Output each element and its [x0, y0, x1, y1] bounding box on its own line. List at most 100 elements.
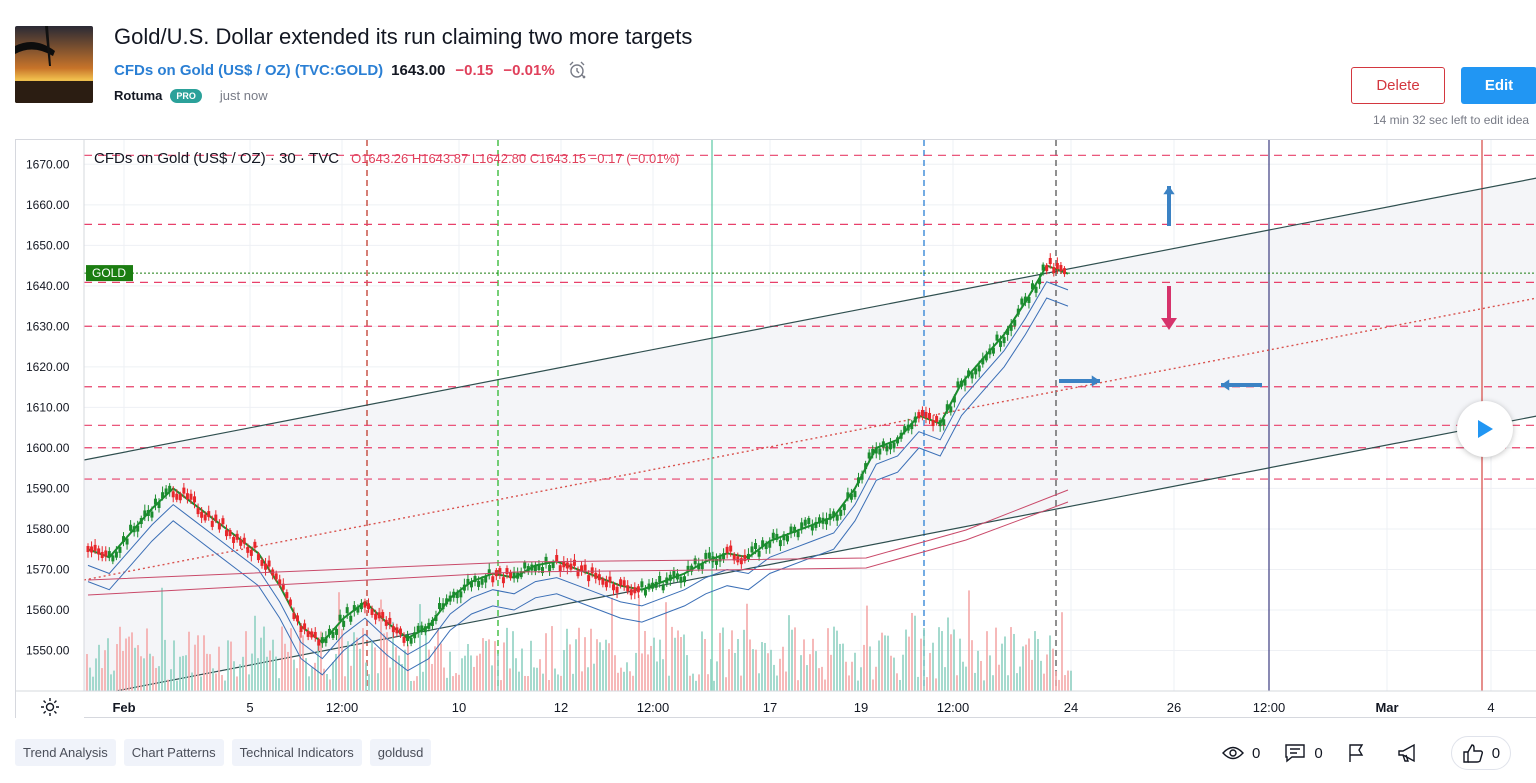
- volume-bar: [926, 677, 928, 691]
- play-icon: [1478, 420, 1493, 438]
- volume-bar: [866, 605, 868, 691]
- comments-stat[interactable]: 0: [1284, 743, 1323, 763]
- volume-bar: [824, 679, 826, 691]
- candle-body: [622, 580, 626, 587]
- volume-bar: [1067, 670, 1069, 691]
- candle-body: [633, 587, 637, 594]
- symbol-link[interactable]: CFDs on Gold (US$ / OZ) (TVC:GOLD): [114, 61, 384, 79]
- report-flag[interactable]: [1347, 743, 1373, 763]
- candle-body: [388, 617, 392, 624]
- volume-bar: [323, 668, 325, 691]
- publish-time: just now: [219, 88, 268, 103]
- volume-bar: [338, 592, 340, 691]
- x-tick-label: 12:00: [326, 700, 359, 715]
- delete-button[interactable]: Delete: [1351, 67, 1445, 104]
- edit-button[interactable]: Edit: [1461, 67, 1536, 104]
- tag-item[interactable]: goldusd: [369, 739, 432, 766]
- volume-bar: [605, 639, 607, 691]
- candle-body: [704, 552, 708, 559]
- candle-body: [690, 565, 694, 572]
- x-tick-label: 4: [1487, 700, 1494, 715]
- volume-bar: [488, 639, 490, 691]
- volume-bar: [218, 646, 220, 691]
- candle-body: [988, 348, 992, 355]
- volume-bar: [479, 653, 481, 691]
- candle-body: [636, 586, 640, 593]
- alarm-clock-icon[interactable]: [567, 60, 587, 80]
- volume-bar: [632, 675, 634, 691]
- tag-item[interactable]: Trend Analysis: [15, 739, 116, 766]
- candle-body: [303, 623, 307, 630]
- candle-body: [935, 416, 939, 423]
- volume-bar: [569, 644, 571, 691]
- volume-bar: [287, 651, 289, 691]
- like-button[interactable]: 0: [1450, 736, 1512, 770]
- candle-body: [587, 575, 591, 582]
- volume-bar: [842, 643, 844, 691]
- candle-body: [711, 556, 715, 563]
- candle-body: [260, 559, 264, 566]
- volume-bar: [923, 628, 925, 691]
- volume-bar: [854, 652, 856, 691]
- volume-bar: [992, 675, 994, 691]
- candle-body: [196, 508, 200, 515]
- volume-bar: [221, 675, 223, 691]
- volume-bar: [686, 655, 688, 691]
- volume-bar: [365, 662, 367, 691]
- chart-canvas[interactable]: 1672.221655.181640.861630.021615.091605.…: [16, 140, 1536, 719]
- volume-bar: [860, 667, 862, 691]
- candle-body: [739, 558, 743, 565]
- candle-body: [395, 627, 399, 634]
- chart-settings-icon[interactable]: [40, 697, 60, 717]
- candle-body: [239, 539, 243, 546]
- author-thumbnail[interactable]: [15, 26, 93, 103]
- candle-body: [278, 579, 282, 586]
- likes-count: 0: [1491, 744, 1501, 762]
- volume-bar: [272, 639, 274, 691]
- volume-bar: [737, 639, 739, 691]
- candle-body: [1002, 337, 1006, 344]
- candle-body: [306, 630, 310, 637]
- volume-bar: [455, 673, 457, 691]
- candle-body: [445, 598, 449, 605]
- volume-bar: [146, 628, 148, 691]
- y-tick-label: 1610.00: [26, 400, 70, 414]
- volume-bar: [464, 655, 466, 691]
- y-axis-bg: [16, 140, 84, 719]
- volume-bar: [650, 645, 652, 691]
- volume-bar: [386, 632, 388, 691]
- chart-area[interactable]: 1672.221655.181640.861630.021615.091605.…: [15, 139, 1536, 719]
- candle-body: [384, 619, 388, 626]
- volume-bar: [1061, 612, 1063, 691]
- candle-body: [714, 558, 718, 565]
- y-tick-label: 1570.00: [26, 562, 70, 576]
- play-button[interactable]: [1457, 401, 1513, 457]
- candle-body: [857, 477, 861, 484]
- volume-bar: [281, 626, 283, 691]
- candle-body: [743, 555, 747, 562]
- tag-list: Trend Analysis Chart Patterns Technical …: [15, 739, 432, 766]
- candle-body: [558, 565, 562, 572]
- tag-item[interactable]: Chart Patterns: [123, 739, 224, 766]
- volume-bar: [725, 677, 727, 691]
- tag-item[interactable]: Technical Indicators: [231, 739, 362, 766]
- candle-body: [182, 487, 186, 494]
- volume-bar: [1022, 646, 1024, 691]
- volume-bar: [1004, 636, 1006, 691]
- candle-body: [313, 631, 317, 638]
- share-button[interactable]: [1397, 743, 1427, 763]
- candle-body: [1038, 278, 1042, 285]
- candle-body: [679, 576, 683, 583]
- candle-body: [612, 584, 616, 591]
- volume-bar: [878, 640, 880, 691]
- volume-bar: [452, 676, 454, 691]
- x-tick-label: 12:00: [1253, 700, 1286, 715]
- volume-bar: [956, 675, 958, 691]
- candle-body: [143, 510, 147, 517]
- candle-body: [608, 576, 612, 583]
- candle-body: [643, 589, 647, 596]
- candle-body: [867, 452, 871, 459]
- candle-body: [896, 437, 900, 444]
- author-name[interactable]: Rotuma: [114, 88, 163, 103]
- volume-bar: [611, 597, 613, 691]
